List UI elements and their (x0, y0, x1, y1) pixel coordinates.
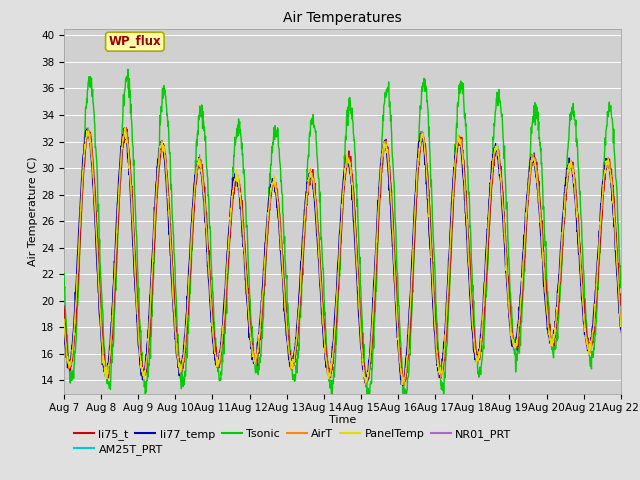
Y-axis label: Air Temperature (C): Air Temperature (C) (28, 156, 38, 266)
Title: Air Temperatures: Air Temperatures (283, 11, 402, 25)
X-axis label: Time: Time (329, 415, 356, 425)
Legend: AM25T_PRT: AM25T_PRT (70, 439, 167, 459)
Text: WP_flux: WP_flux (109, 35, 161, 48)
